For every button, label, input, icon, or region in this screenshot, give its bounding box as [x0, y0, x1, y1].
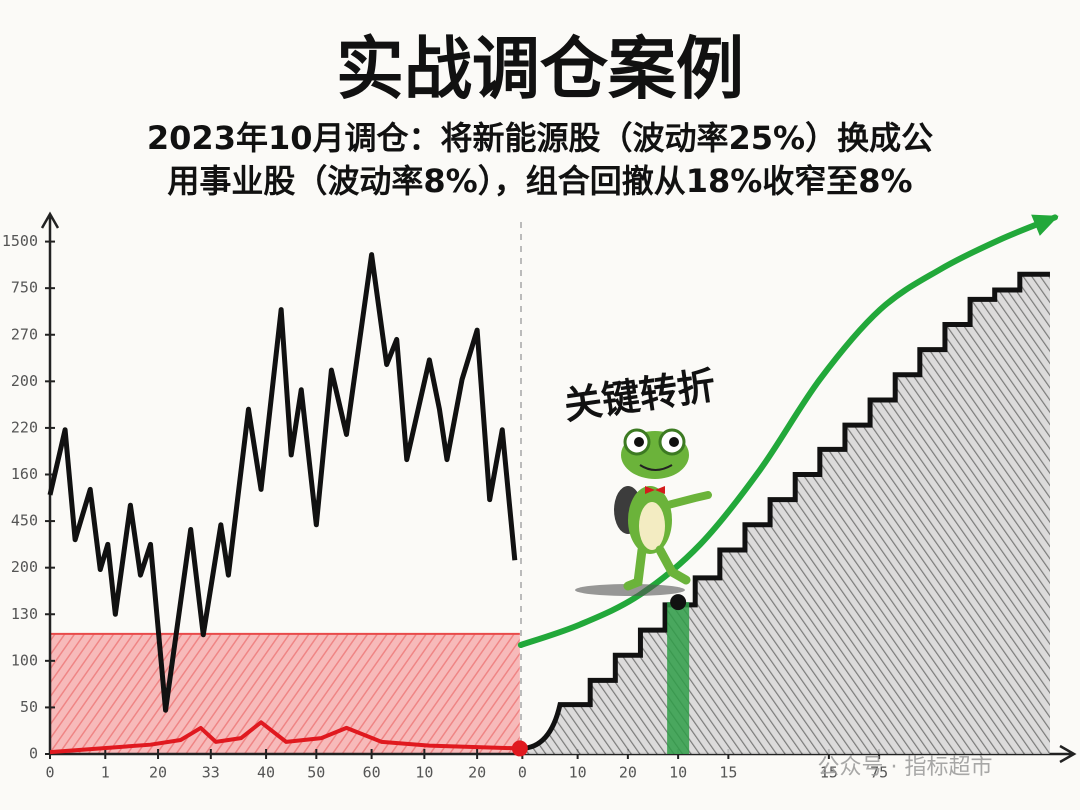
- y-tick-label: 0: [29, 745, 38, 763]
- y-tick-label: 200: [11, 558, 38, 576]
- y-tick-label: 750: [11, 279, 38, 297]
- x-tick-label: 20: [149, 764, 167, 782]
- series-area: [520, 274, 1050, 754]
- y-tick-label: 130: [11, 605, 38, 623]
- y-tick-label: 220: [11, 418, 38, 436]
- x-tick-label: 15: [820, 764, 838, 782]
- annotation: 关键转折: [561, 363, 718, 428]
- y-tick-label: 50: [20, 698, 38, 716]
- y-tick-label: 200: [11, 372, 38, 390]
- x-tick-label: 60: [363, 764, 381, 782]
- frog: [575, 428, 712, 596]
- x-tick-label: 20: [468, 764, 486, 782]
- x-tick-label: 0: [518, 764, 527, 782]
- highlight-band: [50, 633, 520, 754]
- series-line: [47, 252, 518, 713]
- chart-title: 实战调仓案例: [336, 31, 744, 110]
- y-tick-label: 100: [11, 651, 38, 669]
- y-tick-label: 270: [11, 325, 38, 343]
- y-tick-label: 160: [11, 465, 38, 483]
- subtitle: 用事业股（波动率8%），组合回撤从18%收窄至8%: [167, 162, 912, 200]
- point: [670, 594, 687, 611]
- watermark: 公众号 · 指标超市: [818, 755, 993, 780]
- series-line: [49, 720, 520, 755]
- x-tick-label: 40: [257, 764, 275, 782]
- series-step: [520, 271, 1050, 751]
- x-tick-label: 1: [101, 764, 110, 782]
- x-tick-label: 20: [619, 764, 637, 782]
- subtitle: 2023年10月调仓：将新能源股（波动率25%）换成公: [147, 119, 933, 157]
- x-tick-label: 15: [719, 764, 737, 782]
- series-curve: [517, 214, 1058, 648]
- x-tick-label: 0: [45, 764, 54, 782]
- x-tick-label: 75: [870, 764, 888, 782]
- bar: [667, 602, 690, 754]
- arrow-head: [1031, 214, 1059, 236]
- y-tick-label: 450: [11, 512, 38, 530]
- y-tick-label: 1500: [2, 232, 38, 250]
- point: [511, 740, 528, 757]
- x-tick-label: 50: [307, 764, 325, 782]
- x-tick-label: 10: [669, 764, 687, 782]
- x-tick-label: 10: [569, 764, 587, 782]
- x-tick-label: 33: [202, 764, 220, 782]
- x-tick-label: 10: [415, 764, 433, 782]
